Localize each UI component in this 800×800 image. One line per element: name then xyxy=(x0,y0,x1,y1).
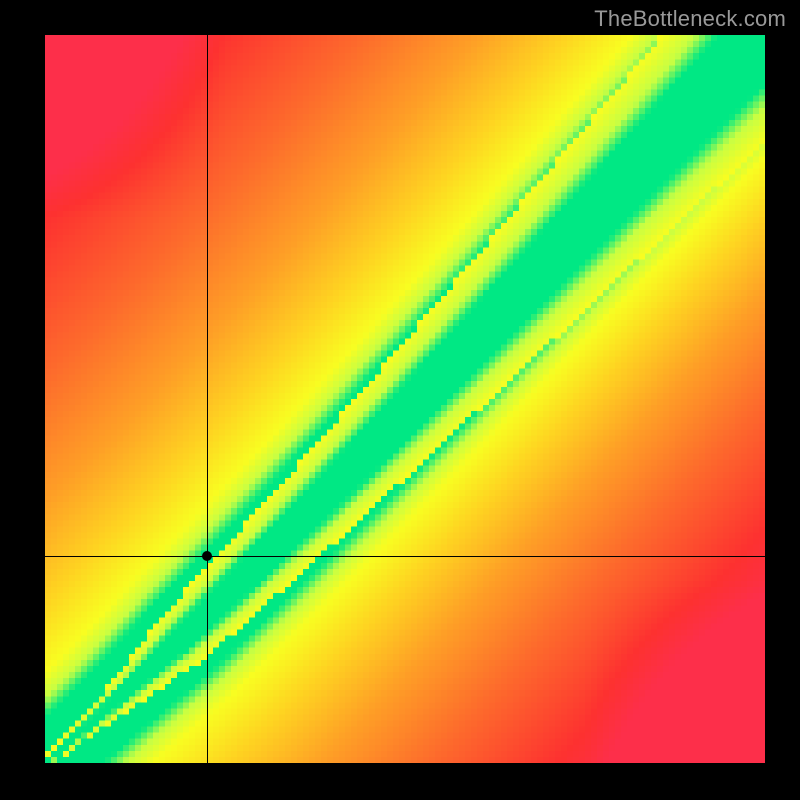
bottleneck-heatmap xyxy=(45,35,765,763)
chart-container: TheBottleneck.com xyxy=(0,0,800,800)
crosshair-horizontal xyxy=(45,556,765,557)
watermark: TheBottleneck.com xyxy=(594,6,786,32)
crosshair-vertical xyxy=(207,35,208,763)
crosshair-marker xyxy=(202,551,212,561)
